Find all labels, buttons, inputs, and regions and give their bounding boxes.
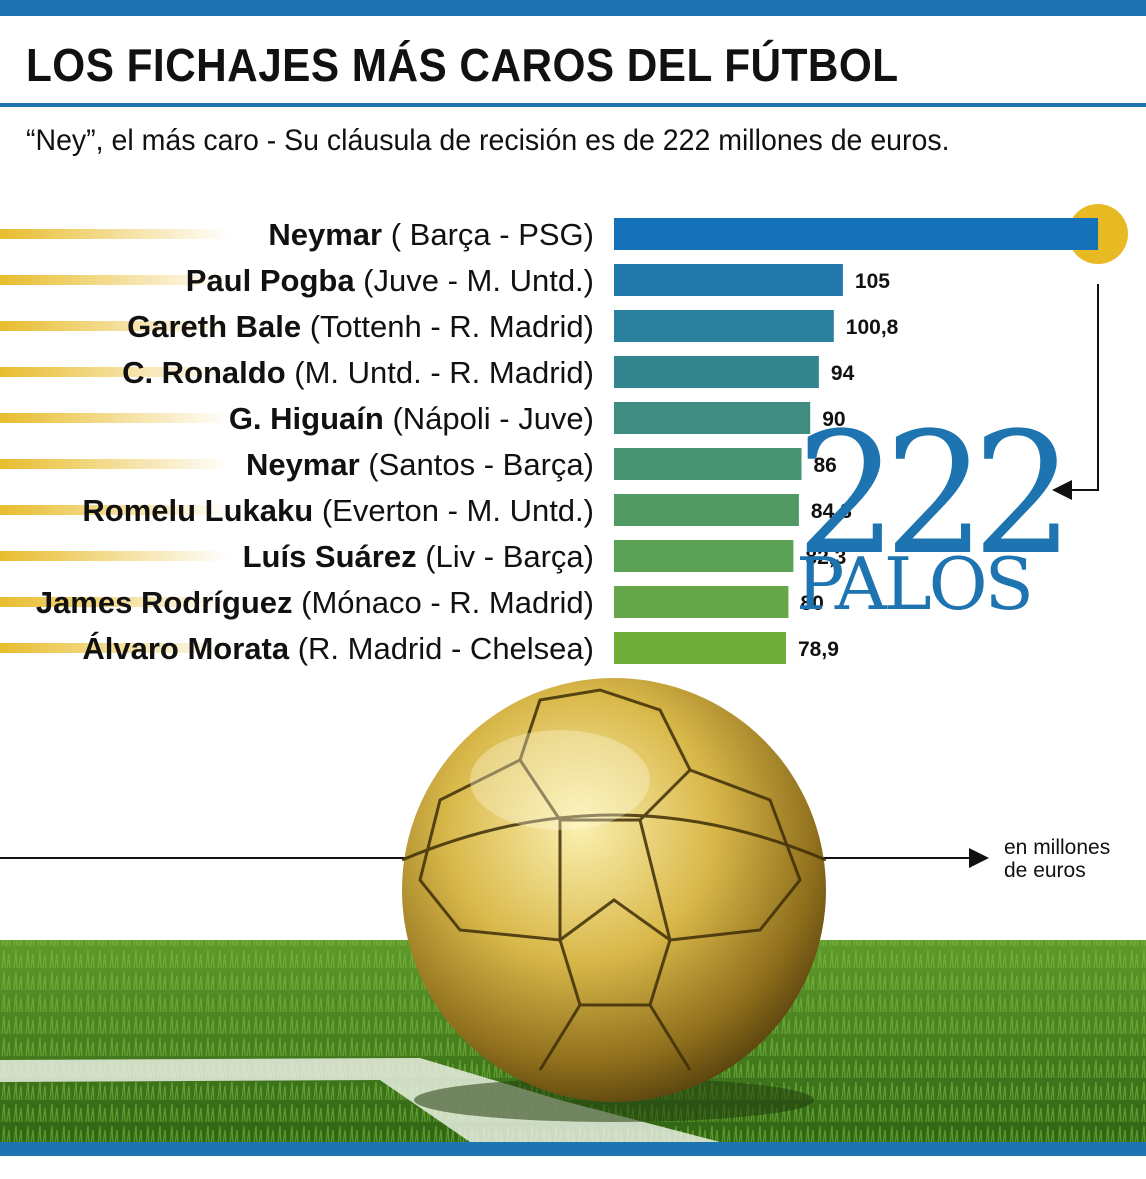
bar xyxy=(614,540,794,572)
headline-number: 222 xyxy=(796,396,1074,592)
transfer-route: (R. Madrid - Chelsea) xyxy=(298,631,594,666)
category-label: Álvaro Morata (R. Madrid - Chelsea) xyxy=(82,631,594,666)
transfer-route: (Nápoli - Juve) xyxy=(392,401,594,436)
player-name: G. Higuaín xyxy=(229,401,393,436)
title-rule xyxy=(0,103,1146,107)
category-label: Paul Pogba (Juve - M. Untd.) xyxy=(186,263,594,298)
bar xyxy=(614,494,799,526)
gold-stripe xyxy=(0,229,230,239)
category-label: Neymar (Santos - Barça) xyxy=(246,447,594,482)
category-label: Romelu Lukaku (Everton - M. Untd.) xyxy=(82,493,594,528)
bar xyxy=(614,356,819,388)
headline-word: PALOS xyxy=(796,542,1034,626)
value-label: 94 xyxy=(831,362,855,385)
bar xyxy=(614,448,802,480)
bar xyxy=(614,264,843,296)
gold-stripe xyxy=(0,367,230,377)
unit-note-line-1: en millones xyxy=(1004,836,1111,859)
category-label: Neymar ( Barça - PSG) xyxy=(268,217,594,252)
gold-stripe xyxy=(0,643,230,653)
page-title: LOS FICHAJES MÁS CAROS DEL FÚTBOL xyxy=(26,39,899,91)
gold-stripe xyxy=(0,275,230,285)
transfer-route: (M. Untd. - R. Madrid) xyxy=(294,355,594,390)
gold-stripe xyxy=(0,597,230,607)
unit-note: en millones de euros xyxy=(1004,836,1110,882)
value-label: 86 xyxy=(814,454,837,477)
bar xyxy=(614,218,1098,250)
value-label: 105 xyxy=(855,270,890,293)
category-label: Luís Suárez (Liv - Barça) xyxy=(243,539,594,574)
player-name: James Rodríguez xyxy=(36,585,301,620)
gold-stripe xyxy=(0,413,230,423)
value-label: 82,3 xyxy=(805,546,846,569)
player-name: Neymar xyxy=(246,447,368,482)
value-label: 78,9 xyxy=(798,638,839,661)
gold-stripe xyxy=(0,551,230,561)
value-label: 90 xyxy=(822,408,845,431)
top-band xyxy=(0,0,1146,16)
callout-arrow xyxy=(1052,284,1099,500)
gold-stripes xyxy=(0,229,230,653)
player-name: Gareth Bale xyxy=(127,309,310,344)
golden-ball-icon xyxy=(401,678,827,1122)
bar xyxy=(614,586,789,618)
value-label: 84,8 xyxy=(811,500,852,523)
player-name: Luís Suárez xyxy=(243,539,426,574)
player-name: Romelu Lukaku xyxy=(82,493,321,528)
category-label: G. Higuaín (Nápoli - Juve) xyxy=(229,401,594,436)
gold-stripe xyxy=(0,321,230,331)
value-labels: 105 100,8 94 90 86 84,8 82,3 80 78,9 xyxy=(798,270,899,661)
transfer-route: ( Barça - PSG) xyxy=(391,217,594,252)
value-label: 100,8 xyxy=(846,316,899,339)
unit-note-line-2: de euros xyxy=(1004,859,1086,883)
page-subtitle: “Ney”, el más caro - Su cláusula de reci… xyxy=(26,124,950,157)
transfer-route: (Mónaco - R. Madrid) xyxy=(301,585,594,620)
value-label: 80 xyxy=(800,592,823,615)
player-name: Paul Pogba xyxy=(186,263,363,298)
bottom-band xyxy=(0,1142,1146,1156)
bar xyxy=(614,632,786,664)
player-name: Neymar xyxy=(268,217,390,252)
transfer-route: (Tottenh - R. Madrid) xyxy=(310,309,594,344)
category-label: C. Ronaldo (M. Untd. - R. Madrid) xyxy=(122,355,594,390)
transfer-route: (Everton - M. Untd.) xyxy=(322,493,594,528)
gold-stripe xyxy=(0,505,230,515)
bar xyxy=(614,402,811,434)
player-name: C. Ronaldo xyxy=(122,355,294,390)
category-label: James Rodríguez (Mónaco - R. Madrid) xyxy=(36,585,594,620)
bars xyxy=(614,204,1128,664)
transfer-route: (Santos - Barça) xyxy=(368,447,594,482)
player-name: Álvaro Morata xyxy=(82,631,297,666)
transfer-route: (Liv - Barça) xyxy=(425,539,594,574)
bar xyxy=(614,310,834,342)
gold-stripe xyxy=(0,459,230,469)
category-label: Gareth Bale (Tottenh - R. Madrid) xyxy=(127,309,594,344)
category-labels: Neymar ( Barça - PSG) Paul Pogba (Juve - … xyxy=(36,217,594,666)
transfer-route: (Juve - M. Untd.) xyxy=(363,263,594,298)
